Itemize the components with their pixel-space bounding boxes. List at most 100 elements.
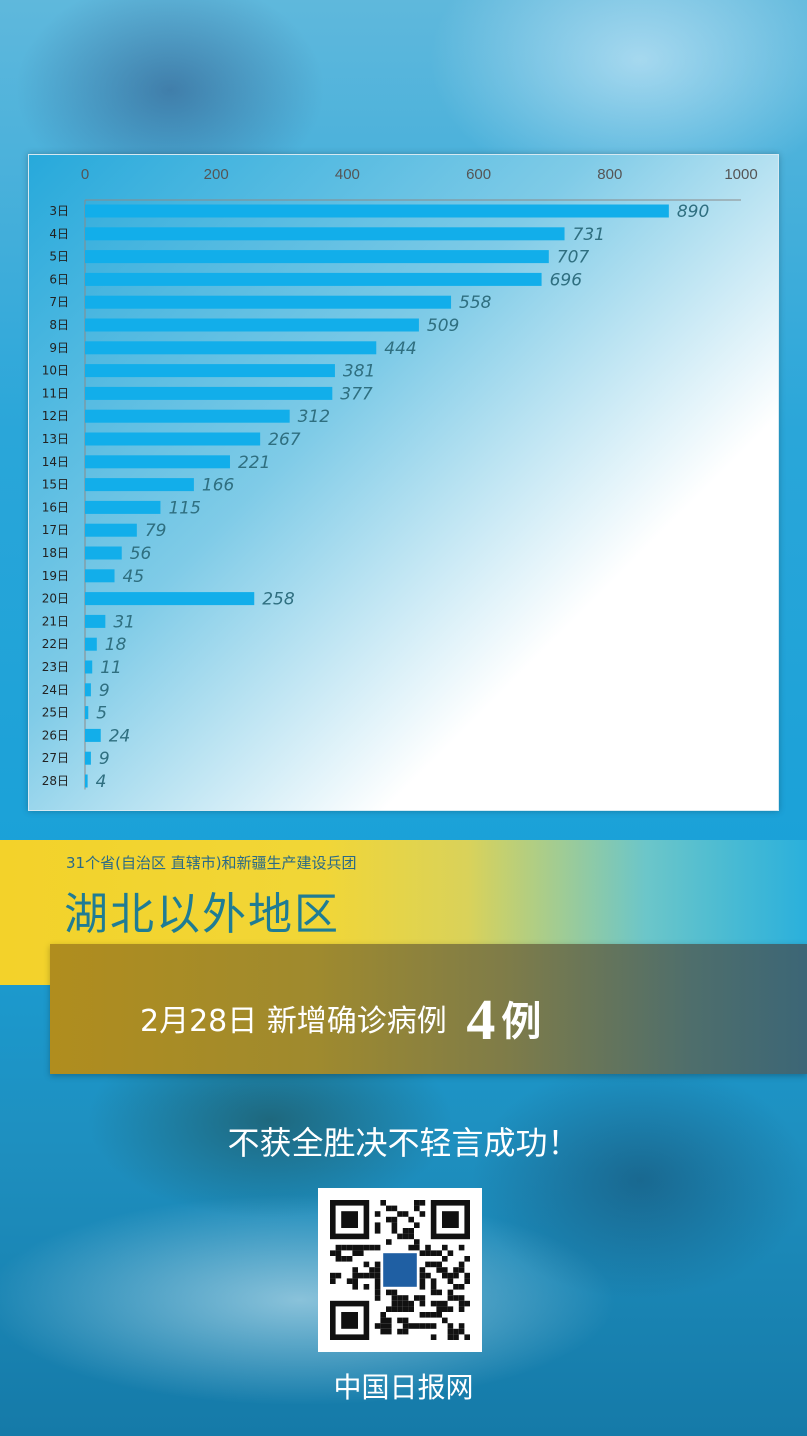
category-label: 25日 (42, 706, 69, 720)
bar (85, 478, 194, 492)
category-label: 19日 (42, 569, 69, 583)
category-label: 17日 (42, 523, 69, 537)
bar (85, 250, 549, 264)
page-title: 湖北以外地区 (64, 889, 340, 940)
value-label: 79 (145, 521, 167, 541)
value-label: 9 (99, 681, 110, 701)
footer-brand: 中国日报网 (333, 1371, 474, 1404)
value-label: 56 (130, 544, 152, 564)
bar (85, 364, 335, 378)
value-label: 558 (459, 293, 492, 313)
value-label: 31 (113, 612, 135, 632)
bar (85, 614, 106, 628)
category-labels: 3日 4日 5日 6日 7日 8日 9日 10日 11日 12日 13日 14日 15日 16日 17日 18… (42, 204, 69, 788)
value-label: 115 (168, 498, 200, 518)
headline-unit: 例 (501, 999, 542, 1045)
headline-date: 2月28日 (140, 1004, 258, 1039)
bar-chart: 0 200 400 600 800 1000 3日 4日 5日 6日 7日 8日 9日 10日 11日 12… (42, 166, 758, 792)
category-label: 13日 (42, 432, 69, 446)
x-tick-label: 1000 (724, 166, 757, 183)
category-label: 6日 (49, 272, 69, 286)
value-label: 221 (238, 453, 270, 473)
category-label: 7日 (49, 295, 69, 309)
bar (85, 409, 290, 423)
bar (85, 774, 88, 788)
value-label: 9 (99, 749, 110, 769)
logo-badge-icon (383, 1253, 417, 1287)
headline-count: 4 (466, 987, 496, 1052)
chart-panel: 0 200 400 600 800 1000 3日 4日 5日 6日 7日 8日 9日 10日 11日 12… (28, 154, 779, 811)
category-label: 27日 (42, 751, 69, 765)
category-label: 12日 (42, 409, 69, 423)
value-label: 18 (105, 635, 127, 655)
value-label: 267 (268, 430, 301, 450)
category-label: 9日 (49, 341, 69, 355)
category-label: 24日 (42, 683, 69, 697)
category-label: 22日 (42, 637, 69, 651)
bar (85, 295, 452, 309)
value-label: 377 (340, 384, 373, 404)
bar (85, 204, 669, 218)
bar (85, 432, 261, 446)
value-label: 890 (677, 202, 709, 222)
value-label: 4 (96, 772, 107, 792)
category-label: 8日 (49, 318, 69, 332)
category-label: 14日 (42, 455, 69, 469)
bar (85, 272, 542, 286)
bar (85, 318, 419, 332)
bar (85, 728, 101, 742)
bar (85, 523, 137, 537)
bar (85, 569, 115, 583)
category-label: 11日 (42, 386, 69, 400)
category-label: 16日 (42, 500, 69, 514)
value-label: 11 (100, 658, 122, 678)
headline-banner (50, 944, 807, 1074)
value-label: 509 (427, 316, 459, 336)
bar (85, 341, 377, 355)
bar (85, 227, 565, 241)
value-label: 707 (557, 248, 590, 268)
value-label: 381 (343, 362, 375, 382)
bar (85, 592, 255, 606)
value-label: 24 (109, 726, 131, 746)
qr-code-icon (330, 1200, 470, 1340)
qr-code (318, 1188, 482, 1352)
x-tick-label: 0 (81, 166, 89, 183)
value-label: 45 (123, 567, 145, 587)
value-labels: 8907317076965585094443813773122672211661… (96, 202, 710, 792)
category-label: 10日 (42, 364, 69, 378)
value-label: 5 (96, 704, 107, 724)
slogan: 不获全胜决不轻言成功！ (227, 1124, 580, 1162)
category-label: 3日 (49, 204, 69, 218)
category-label: 23日 (42, 660, 69, 674)
x-tick-label: 800 (597, 166, 622, 183)
category-label: 5日 (49, 250, 69, 264)
bar (85, 546, 122, 560)
bar (85, 455, 230, 469)
bar (85, 706, 89, 720)
bars (85, 204, 669, 788)
bar (85, 660, 93, 674)
value-label: 258 (262, 590, 295, 610)
category-label: 26日 (42, 728, 69, 742)
x-tick-label: 200 (204, 166, 229, 183)
category-label: 4日 (49, 227, 69, 241)
x-tick-label: 400 (335, 166, 360, 183)
value-label: 696 (550, 270, 583, 290)
value-label: 312 (298, 407, 330, 427)
bar (85, 637, 97, 651)
headline-label: 新增确诊病例 (266, 1004, 447, 1039)
value-label: 166 (202, 476, 235, 496)
category-label: 18日 (42, 546, 69, 560)
category-label: 21日 (42, 614, 69, 628)
bar (85, 386, 333, 400)
x-tick-label: 600 (466, 166, 491, 183)
bar (85, 751, 91, 765)
category-label: 15日 (42, 478, 69, 492)
category-label: 28日 (42, 774, 69, 788)
category-label: 20日 (42, 592, 69, 606)
bar (85, 683, 91, 697)
subtitle: 31个省(自治区 直辖市)和新疆生产建设兵团 (66, 854, 357, 872)
value-label: 731 (573, 225, 605, 245)
